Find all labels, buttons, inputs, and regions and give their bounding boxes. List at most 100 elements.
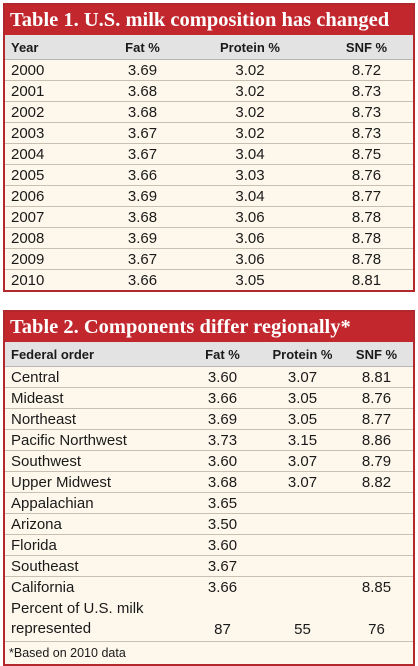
snf-value: 8.77 <box>361 410 392 428</box>
protein-value: 3.05 <box>287 410 318 428</box>
header-snf: SNF % <box>345 39 388 55</box>
snf-value: 8.78 <box>351 250 382 268</box>
table-row: Mideast 3.66 3.05 8.76 <box>5 388 413 409</box>
protein-value: 3.02 <box>235 61 265 79</box>
snf-value: 8.86 <box>361 431 392 449</box>
fat-value: 3.69 <box>127 187 158 205</box>
table-row: 2001 3.68 3.02 8.73 <box>5 81 413 102</box>
row-label: Mideast <box>11 389 64 407</box>
percent-row-label: Percent of U.S. milk represented <box>11 600 144 637</box>
fat-value: 3.67 <box>207 557 238 575</box>
snf-value: 8.81 <box>361 368 392 386</box>
table-row: 2005 3.66 3.03 8.76 <box>5 165 413 186</box>
table2-title: Table 2. Components differ regionally* <box>5 312 413 342</box>
snf-value: 8.76 <box>351 166 382 184</box>
table-row: 2004 3.67 3.04 8.75 <box>5 144 413 165</box>
fat-value: 3.67 <box>127 250 158 268</box>
fat-value: 3.73 <box>207 431 238 449</box>
row-label: California <box>11 578 75 596</box>
snf-value: 8.73 <box>351 124 382 142</box>
protein-value: 3.07 <box>287 473 318 491</box>
table1-body: 2000 3.69 3.02 8.72 2001 3.68 3.02 8.73 2002 3.68… <box>5 60 413 290</box>
row-label: Upper Midwest <box>11 473 112 491</box>
fat-value: 3.50 <box>207 515 238 533</box>
header-fat: Fat % <box>125 39 160 55</box>
fat-value: 3.67 <box>127 124 158 142</box>
fat-value: 3.68 <box>127 82 158 100</box>
protein-value: 3.02 <box>235 103 265 121</box>
table-row: 2003 3.67 3.02 8.73 <box>5 123 413 144</box>
fat-value: 3.66 <box>207 578 238 596</box>
row-label: Southeast <box>11 557 79 575</box>
percent-snf: 76 <box>368 620 385 638</box>
row-label: 2006 <box>11 187 45 205</box>
table1-title: Table 1. U.S. milk composition has chang… <box>5 5 413 35</box>
row-label: Southwest <box>11 452 82 470</box>
fat-value: 3.65 <box>207 494 238 512</box>
table-row: 2006 3.69 3.04 8.77 <box>5 186 413 207</box>
row-label: Central <box>11 368 60 386</box>
table1-header-row: Year Fat % Protein % SNF % <box>5 35 413 60</box>
protein-value: 3.02 <box>235 124 265 142</box>
fat-value: 3.68 <box>207 473 238 491</box>
protein-value: 3.02 <box>235 82 265 100</box>
header-federal-order: Federal order <box>11 346 95 362</box>
row-label: 2009 <box>11 250 45 268</box>
table-row: Florida 3.60 <box>5 535 413 556</box>
protein-value: 3.06 <box>235 250 265 268</box>
fat-value: 3.69 <box>127 229 158 247</box>
table-row: 2010 3.66 3.05 8.81 <box>5 270 413 290</box>
table-row: Arizona 3.50 <box>5 514 413 535</box>
protein-value: 3.04 <box>235 187 265 205</box>
protein-value: 3.06 <box>235 229 265 247</box>
row-label: Arizona <box>11 515 62 533</box>
snf-value: 8.73 <box>351 82 382 100</box>
fat-value: 3.60 <box>207 452 238 470</box>
protein-value: 3.07 <box>287 368 318 386</box>
header-protein: Protein % <box>220 39 280 55</box>
row-label: 2000 <box>11 61 45 79</box>
table-row: 2000 3.69 3.02 8.72 <box>5 60 413 81</box>
table2-body: Central 3.60 3.07 8.81 Mideast 3.66 3.05 8.76 No… <box>5 367 413 597</box>
protein-value: 3.05 <box>287 389 318 407</box>
fat-value: 3.60 <box>207 368 238 386</box>
header-protein: Protein % <box>272 346 333 362</box>
table-row: 2002 3.68 3.02 8.73 <box>5 102 413 123</box>
table-row: Appalachian 3.65 <box>5 493 413 514</box>
row-label: Northeast <box>11 410 77 428</box>
protein-value: 3.04 <box>235 145 265 163</box>
snf-value: 8.75 <box>351 145 382 163</box>
snf-value: 8.82 <box>361 473 392 491</box>
row-label: 2004 <box>11 145 45 163</box>
fat-value: 3.60 <box>207 536 238 554</box>
fat-value: 3.69 <box>207 410 238 428</box>
fat-value: 3.68 <box>127 103 158 121</box>
header-fat: Fat % <box>205 346 240 362</box>
row-label: 2005 <box>11 166 45 184</box>
fat-value: 3.66 <box>207 389 238 407</box>
header-year: Year <box>11 39 39 55</box>
row-label: 2007 <box>11 208 45 226</box>
protein-value: 3.05 <box>235 271 265 289</box>
row-label: Appalachian <box>11 494 94 512</box>
snf-value: 8.77 <box>351 187 382 205</box>
row-label: 2002 <box>11 103 45 121</box>
snf-value: 8.72 <box>351 61 382 79</box>
row-label: 2001 <box>11 82 45 100</box>
row-label: Florida <box>11 536 57 554</box>
table-row: 2009 3.67 3.06 8.78 <box>5 249 413 270</box>
table-row: Central 3.60 3.07 8.81 <box>5 367 413 388</box>
row-label: Pacific Northwest <box>11 431 127 449</box>
snf-value: 8.73 <box>351 103 382 121</box>
table-row: California 3.66 8.85 <box>5 577 413 597</box>
row-label: 2003 <box>11 124 45 142</box>
table-row: Pacific Northwest 3.73 3.15 8.86 <box>5 430 413 451</box>
protein-value: 3.03 <box>235 166 265 184</box>
table-row: Southeast 3.67 <box>5 556 413 577</box>
table-row: 2007 3.68 3.06 8.78 <box>5 207 413 228</box>
regional-components-table: Table 2. Components differ regionally* F… <box>3 310 415 666</box>
protein-value: 3.15 <box>287 431 318 449</box>
header-snf: SNF % <box>355 346 398 362</box>
percent-fat: 87 <box>214 620 231 638</box>
snf-value: 8.81 <box>351 271 382 289</box>
